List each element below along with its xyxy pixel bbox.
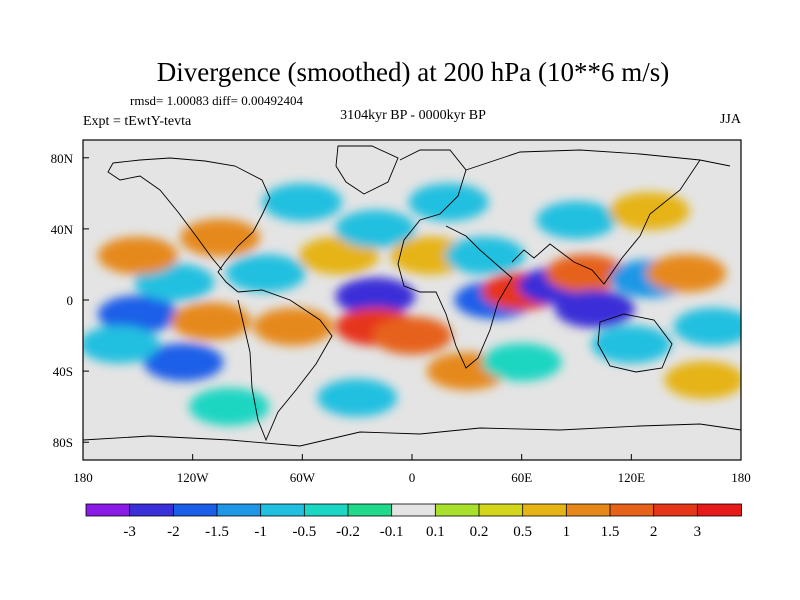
colorbar-label-8: 0.2 — [470, 524, 489, 540]
field-cell-12 — [372, 316, 452, 355]
field-cell-30 — [335, 209, 416, 248]
field-cell-17 — [545, 254, 626, 293]
period-label: 3104kyr BP - 0000kyr BP — [340, 108, 486, 123]
colorbar-label-6: -0.1 — [380, 524, 404, 540]
colorbar-swatch-10 — [522, 503, 568, 517]
x-tick-label-5: 120E — [618, 470, 646, 485]
colorbar-label-2: -1.5 — [205, 524, 229, 540]
colorbar-swatch-13 — [653, 503, 699, 517]
colorbar-label-9: 0.5 — [513, 524, 532, 540]
field-cell-1 — [143, 343, 224, 382]
field-cell-22 — [591, 325, 672, 364]
colorbar-legend: -3 -2 -1.5 -1 -0.5 -0.2 -0.1 0.1 0.2 0.5 1 1.5 2 3 — [85, 503, 742, 540]
map-area — [83, 140, 741, 460]
field-cell-2 — [83, 325, 160, 364]
field-cell-21 — [673, 307, 741, 346]
chart-title: Divergence (smoothed) at 200 hPa (10**6 … — [157, 57, 669, 87]
colorbar-label-3: -1 — [254, 524, 267, 540]
season-label: JJA — [720, 112, 742, 127]
field-cell-4 — [253, 307, 334, 346]
field-cell-29 — [609, 192, 690, 231]
coastlines — [83, 145, 741, 447]
field-cell-23 — [664, 361, 741, 399]
x-tick-label-1: 120W — [177, 470, 210, 485]
field-cell-0 — [97, 295, 178, 334]
colorbar-swatch-11 — [565, 503, 611, 517]
colorbar-swatch-9 — [478, 503, 524, 517]
field-cell-33 — [445, 236, 526, 275]
greenland-coast — [335, 145, 399, 195]
colorbar-label-13: 3 — [694, 524, 702, 540]
x-tick-label-0: 180 — [73, 470, 93, 485]
field-cell-6 — [225, 254, 306, 293]
colorbar-label-4: -0.5 — [292, 524, 316, 540]
y-axis: 80N 40N 0 40S 80S — [51, 151, 89, 450]
asia-coast — [465, 149, 731, 285]
antarctica-coast — [83, 423, 741, 447]
field-cell-24 — [189, 387, 270, 426]
y-tick-label-1: 40N — [51, 222, 74, 237]
colorbar-label-7: 0.1 — [426, 524, 445, 540]
europe-africa-coast — [397, 149, 513, 369]
y-tick-label-0: 80N — [51, 151, 74, 166]
field-cell-31 — [390, 236, 471, 275]
field-cell-3 — [170, 302, 251, 341]
field-cell-32 — [481, 343, 562, 382]
field-cell-25 — [317, 378, 398, 417]
north-america-coast — [107, 157, 271, 293]
field-cell-27 — [536, 201, 617, 239]
colorbar-swatch-5 — [303, 503, 349, 517]
colorbar-swatch-6 — [347, 503, 393, 517]
colorbar-label-5: -0.2 — [336, 524, 360, 540]
field-cell-7 — [97, 236, 178, 275]
south-america-coast — [237, 289, 333, 442]
field-cell-20 — [646, 254, 727, 293]
colorbar-swatch-1 — [129, 503, 175, 517]
divergence-field — [83, 183, 741, 426]
colorbar-label-1: -2 — [167, 524, 180, 540]
stats-label: rmsd= 1.00083 diff= 0.00492404 — [130, 93, 303, 108]
colorbar-label-11: 1.5 — [601, 524, 620, 540]
colorbar-swatch-0 — [85, 503, 131, 517]
colorbar-label-10: 1 — [563, 524, 571, 540]
field-cell-28 — [262, 183, 343, 222]
colorbar-swatch-7 — [391, 503, 437, 517]
colorbar-swatch-14 — [696, 503, 742, 517]
colorbar-swatch-3 — [216, 503, 262, 517]
field-cell-26 — [408, 183, 489, 222]
australia-coast — [597, 313, 673, 373]
y-tick-label-3: 40S — [53, 364, 73, 379]
y-tick-label-4: 80S — [53, 435, 73, 450]
colorbar-swatch-2 — [172, 503, 218, 517]
x-tick-label-2: 60W — [290, 470, 316, 485]
field-cell-18 — [554, 289, 635, 328]
colorbar-label-0: -3 — [123, 524, 136, 540]
experiment-label: Expt = tEwtY-tevta — [83, 114, 192, 129]
colorbar-label-12: 2 — [650, 524, 658, 540]
x-tick-label-3: 0 — [409, 470, 416, 485]
x-axis: 180 120W 60W 0 60E 120E 180 — [73, 454, 751, 485]
colorbar-swatch-8 — [434, 503, 480, 517]
x-tick-label-6: 180 — [731, 470, 751, 485]
colorbar-swatch-12 — [609, 503, 655, 517]
colorbar-swatch-4 — [260, 503, 306, 517]
x-tick-label-4: 60E — [511, 470, 532, 485]
field-cell-8 — [180, 218, 261, 257]
field-cell-10 — [335, 277, 416, 316]
y-tick-label-2: 0 — [67, 293, 74, 308]
